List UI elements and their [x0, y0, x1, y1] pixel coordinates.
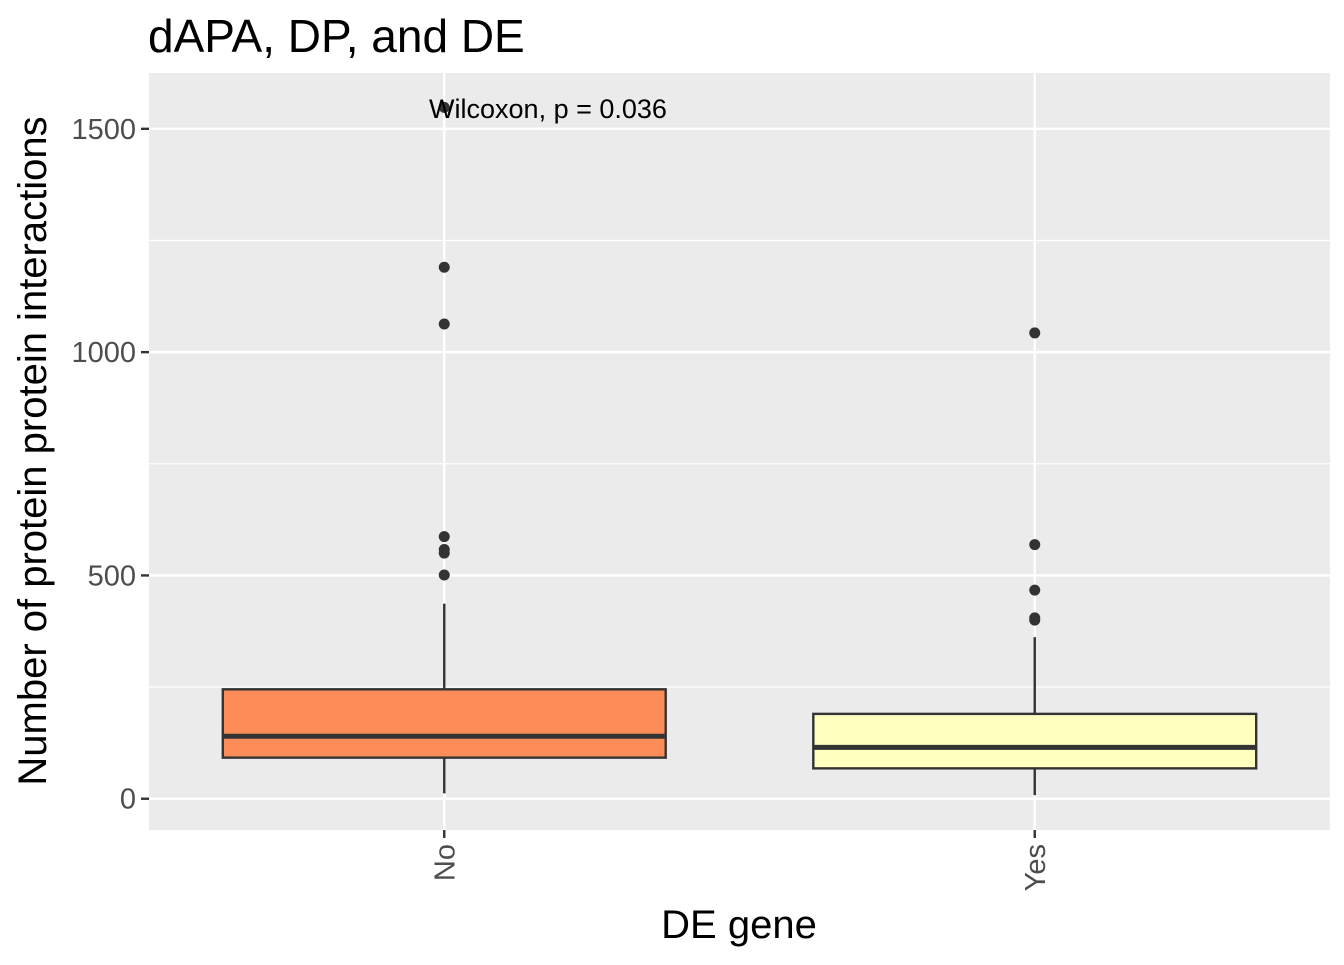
x-axis: No Yes — [429, 830, 1052, 891]
outlier-point — [438, 318, 450, 330]
outlier-point — [1029, 612, 1041, 624]
box-iqr — [221, 688, 667, 759]
outlier-point — [438, 101, 450, 113]
y-tick-label: 1000 — [71, 337, 136, 369]
grid-lines — [149, 73, 1330, 830]
box-no — [221, 603, 667, 794]
y-tick-label: 500 — [88, 560, 136, 592]
box-iqr — [812, 712, 1258, 770]
outlier-point — [438, 531, 450, 543]
box-series — [221, 603, 1258, 796]
outlier-points — [438, 101, 1041, 626]
outlier-point — [1029, 327, 1041, 339]
y-tick-label: 0 — [120, 784, 136, 816]
box-yes — [812, 637, 1258, 796]
outlier-point — [1029, 584, 1041, 596]
x-tick-label: No — [429, 844, 461, 881]
y-axis-label: Number of protein protein interactions — [11, 116, 55, 785]
y-axis: 0 500 1000 1500 — [71, 114, 149, 816]
y-tick-label: 1500 — [71, 114, 136, 146]
outlier-point — [438, 261, 450, 273]
x-axis-label: DE gene — [661, 903, 817, 947]
chart-title: dAPA, DP, and DE — [148, 10, 525, 62]
wilcoxon-annotation: Wilcoxon, p = 0.036 — [429, 94, 667, 124]
outlier-point — [438, 569, 450, 581]
x-tick-label: Yes — [1020, 844, 1052, 891]
outlier-point — [438, 544, 450, 556]
outlier-point — [1029, 539, 1041, 551]
